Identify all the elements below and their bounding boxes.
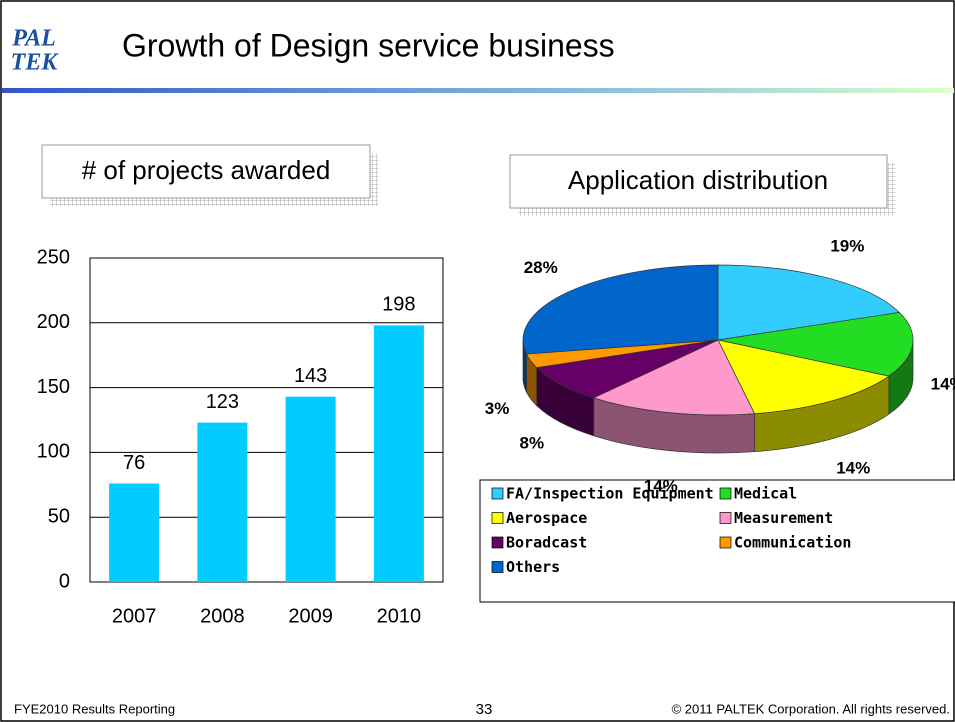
pie-slice	[522, 264, 719, 355]
box	[509, 154, 888, 209]
footer-right: © 2011 PALTEK Corporation. All rights re…	[672, 701, 950, 716]
y-tick-label: 0	[59, 570, 70, 592]
x-tick-label: 2010	[377, 605, 422, 627]
legend-label: FA/Inspection Equipment	[506, 485, 714, 503]
footer-left: FYE2010 Results Reporting	[14, 701, 175, 716]
data-label: 3%	[485, 399, 510, 418]
legend-swatch	[491, 536, 504, 549]
y-tick-label: 100	[37, 441, 70, 463]
legend-swatch	[491, 561, 504, 573]
y-tick-label: 150	[37, 376, 70, 398]
value-label: 123	[206, 391, 239, 413]
legend-swatch	[491, 487, 504, 500]
chart-title: # of projects awarded	[82, 155, 331, 185]
bar	[373, 325, 424, 582]
x-tick-label: 2009	[288, 605, 333, 627]
legend-label: Aerospace	[506, 509, 587, 527]
value-label: 76	[123, 452, 145, 474]
chart-title: Application distribution	[568, 165, 828, 195]
pie-slice	[717, 264, 901, 341]
data-label: 14%	[836, 458, 870, 477]
page-number: 33	[476, 701, 493, 718]
pie-slice	[592, 339, 756, 416]
legend-swatch	[719, 536, 732, 549]
pie-slice	[535, 339, 719, 399]
x-tick-label: 2008	[200, 605, 245, 627]
y-tick-label: 50	[48, 505, 70, 527]
plot-frame	[89, 257, 444, 583]
pie-slice	[717, 339, 890, 415]
data-label: 14%	[931, 375, 955, 394]
legend-swatch	[719, 487, 732, 500]
legend-label: Others	[506, 558, 560, 576]
y-tick-label: 250	[37, 246, 70, 268]
value-label: 198	[382, 294, 415, 316]
slide-title: Growth of Design service business	[122, 27, 615, 63]
pie-slice	[717, 312, 914, 377]
header-rule	[2, 88, 954, 93]
bar	[197, 422, 248, 582]
data-label: 19%	[830, 236, 864, 255]
value-label: 143	[294, 365, 327, 387]
x-tick-label: 2007	[112, 605, 157, 627]
legend-label: Medical	[734, 485, 797, 503]
data-label: 14%	[644, 476, 678, 495]
legend-label: Communication	[734, 534, 851, 552]
logo: TEK	[11, 50, 60, 76]
legend-label: Boradcast	[506, 534, 587, 552]
box	[41, 144, 371, 199]
legend-swatch	[719, 512, 732, 524]
data-label: 8%	[520, 434, 545, 453]
legend-label: Measurement	[734, 509, 833, 527]
legend-box	[479, 479, 955, 603]
data-label: 28%	[524, 258, 558, 277]
y-tick-label: 200	[37, 311, 70, 333]
bar	[285, 396, 336, 582]
legend-swatch	[491, 512, 504, 524]
logo: PAL	[11, 26, 56, 52]
bar	[109, 483, 160, 582]
